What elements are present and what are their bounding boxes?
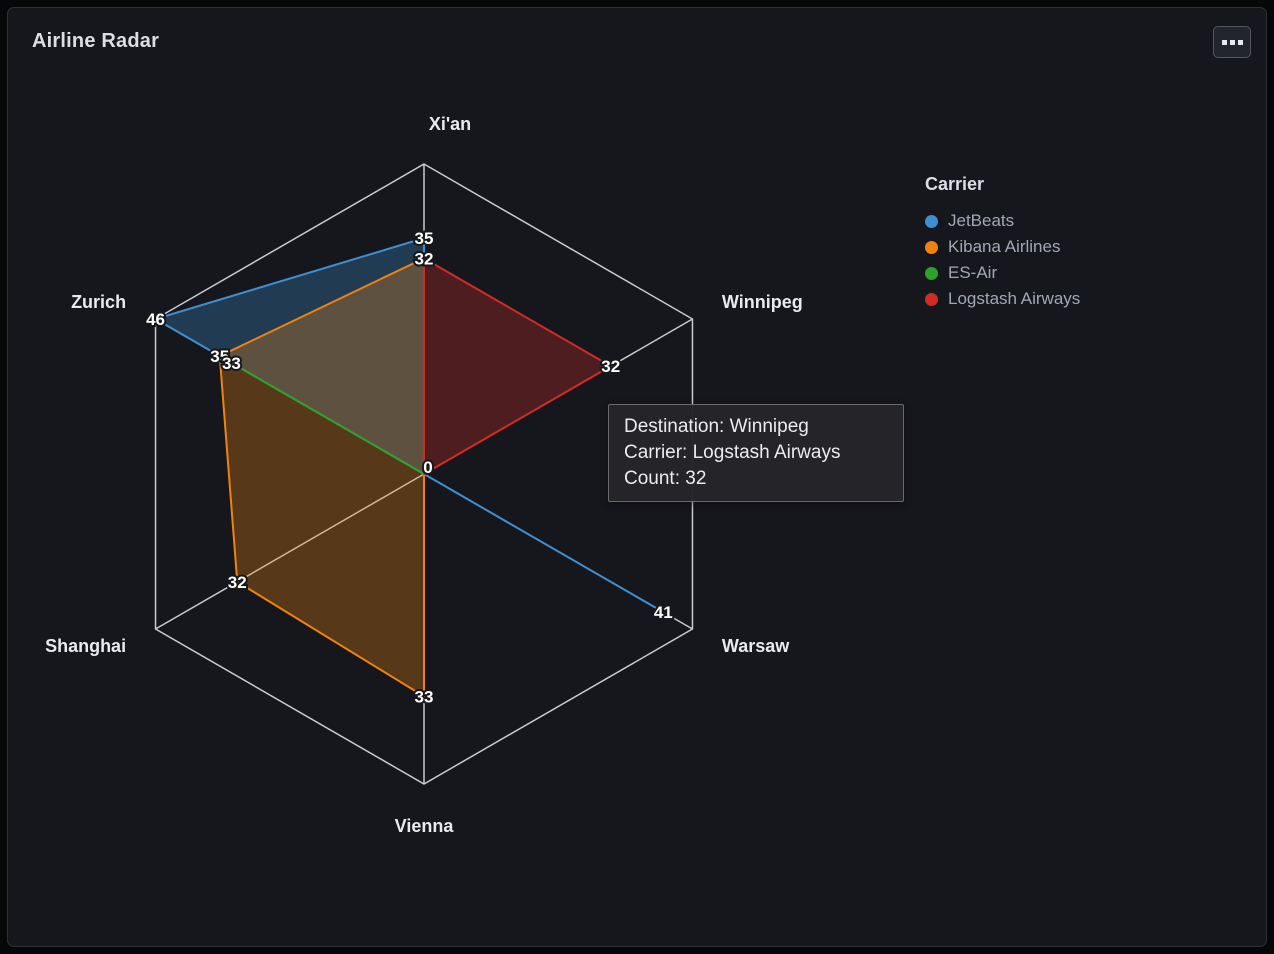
legend-color-dot bbox=[925, 266, 938, 280]
value-label: 32 bbox=[228, 573, 247, 592]
value-label: 32 bbox=[415, 249, 434, 268]
value-label: 33 bbox=[222, 354, 241, 373]
boxes-horizontal-icon bbox=[1221, 39, 1243, 45]
axis-label-xian: Xi'an bbox=[429, 114, 471, 134]
value-label-center: 0 bbox=[423, 458, 432, 477]
value-label: 35 bbox=[415, 229, 434, 248]
axis-label-shanghai: Shanghai bbox=[45, 636, 126, 656]
legend-item-label: Logstash Airways bbox=[948, 289, 1081, 308]
tooltip-destination: Destination: Winnipeg bbox=[624, 416, 809, 437]
radar-series-es-air[interactable] bbox=[230, 361, 425, 475]
radar-chart[interactable]: Xi'an Winnipeg Warsaw Vienna Shanghai Zurich 3… bbox=[8, 8, 1274, 954]
radar-series-logstash-airways[interactable] bbox=[423, 257, 612, 475]
tooltip-count: Count: 32 bbox=[624, 468, 707, 489]
legend-item-label: Kibana Airlines bbox=[948, 237, 1061, 256]
airline-radar-panel: Airline Radar Xi'an Winnipeg Warsaw Vienna S… bbox=[7, 7, 1267, 947]
value-label: 35 bbox=[210, 347, 229, 366]
legend: Carrier JetBeats Kibana Airlines ES-Air … bbox=[925, 174, 1080, 312]
legend-color-dot bbox=[925, 240, 938, 254]
value-label: 41 bbox=[654, 603, 673, 622]
legend-color-dot bbox=[925, 214, 938, 228]
legend-item-jetbeats[interactable]: JetBeats bbox=[925, 208, 1080, 234]
radar-axis-spoke bbox=[155, 473, 425, 630]
legend-item-es-air[interactable]: ES-Air bbox=[925, 260, 1080, 286]
legend-color-dot bbox=[925, 292, 938, 306]
legend-title: Carrier bbox=[925, 174, 985, 194]
tooltip-carrier: Carrier: Logstash Airways bbox=[624, 442, 841, 463]
legend-item-label: ES-Air bbox=[948, 263, 998, 282]
panel-options-button[interactable] bbox=[1213, 26, 1251, 58]
axis-label-warsaw: Warsaw bbox=[722, 636, 790, 656]
axis-label-vienna: Vienna bbox=[395, 816, 455, 836]
chart-tooltip: Destination: Winnipeg Carrier: Logstash … bbox=[608, 404, 904, 502]
legend-item-logstash-airways[interactable]: Logstash Airways bbox=[925, 286, 1080, 312]
value-label: 46 bbox=[146, 310, 165, 329]
panel-title: Airline Radar bbox=[32, 30, 160, 52]
value-label: 32 bbox=[601, 357, 620, 376]
axis-label-winnipeg: Winnipeg bbox=[722, 292, 803, 312]
value-label: 33 bbox=[415, 687, 434, 706]
axis-label-zurich: Zurich bbox=[71, 292, 126, 312]
value-label: 32 bbox=[415, 249, 434, 268]
legend-item-label: JetBeats bbox=[948, 211, 1015, 230]
legend-item-kibana-airlines[interactable]: Kibana Airlines bbox=[925, 234, 1080, 260]
